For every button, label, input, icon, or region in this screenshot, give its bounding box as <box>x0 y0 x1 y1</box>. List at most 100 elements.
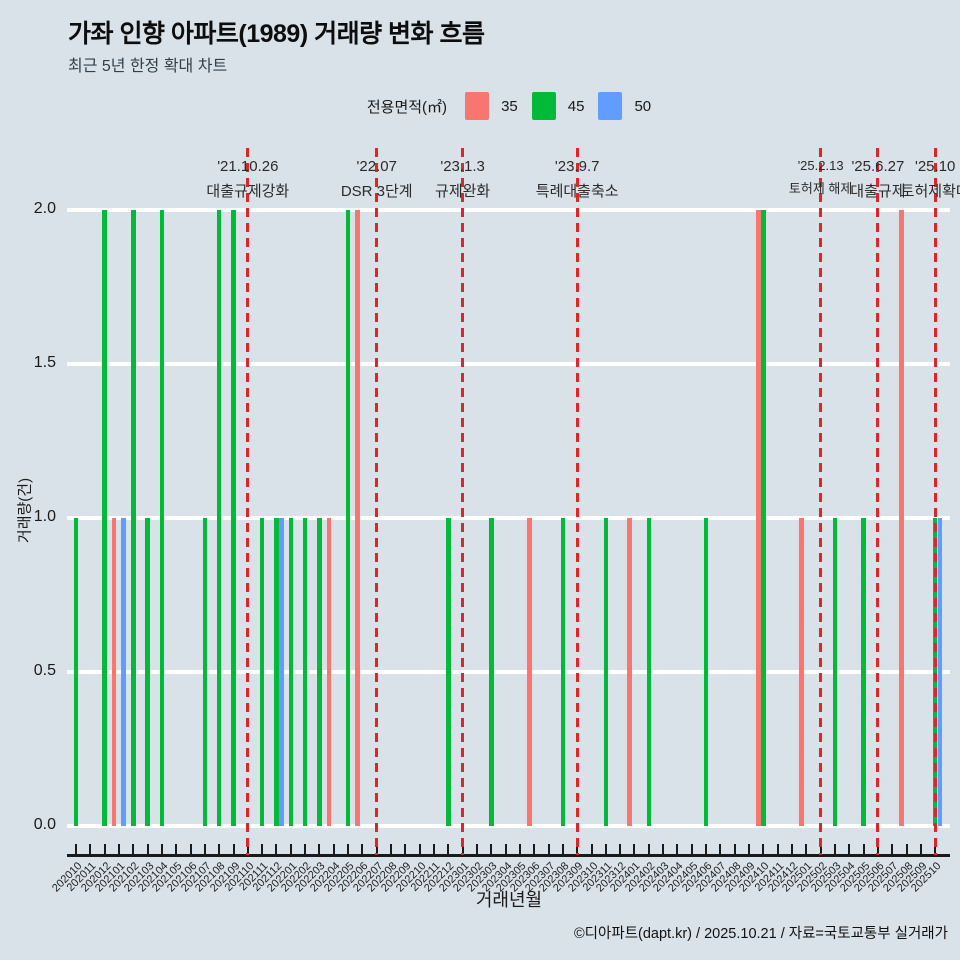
y-tick-label: 0.5 <box>33 662 56 679</box>
x-tick <box>304 844 307 854</box>
bar-202107-45sqm <box>202 518 208 826</box>
legend: 전용면적(㎡) 35 45 50 <box>68 88 950 124</box>
event-line-202301 <box>461 148 465 855</box>
bar-202401-35sqm <box>627 518 632 826</box>
chart-title: 가좌 인향 아파트(1989) 거래량 변화 흐름 <box>68 20 485 48</box>
bar-202111-45sqm <box>259 518 265 826</box>
x-tick <box>275 844 278 854</box>
bar-202103-45sqm <box>145 518 150 826</box>
x-tick <box>203 844 206 854</box>
x-tick <box>390 844 393 854</box>
event-date: '25.6.27 <box>851 158 905 175</box>
y-tick-label: 1.5 <box>33 354 56 371</box>
bar-202410-45sqm <box>761 210 766 826</box>
event-annotation-202110: '21.10.26 대출규제강화 <box>206 158 289 201</box>
x-tick <box>705 844 708 854</box>
bar-202104-45sqm <box>159 210 165 826</box>
legend-title: 전용면적(㎡) <box>366 98 448 116</box>
event-annotation-202301: '23.1.3 규제완화 <box>435 158 490 201</box>
x-tick <box>633 844 636 854</box>
chart-subtitle: 최근 5년 한정 확대 차트 <box>68 58 228 75</box>
x-tick <box>561 844 564 854</box>
bar-202202-45sqm <box>302 518 308 826</box>
bar-202410-35sqm <box>756 210 761 826</box>
y-tick-label: 0.0 <box>33 816 56 833</box>
gridline-y-2.0 <box>67 208 950 212</box>
bar-202501-35sqm <box>799 518 804 826</box>
bar-202112-45sqm <box>274 518 279 826</box>
x-tick <box>490 844 493 854</box>
x-tick <box>833 844 836 854</box>
x-tick <box>232 844 235 854</box>
legend-item-50: 50 <box>598 92 651 120</box>
event-label: 토허제확대 <box>900 183 960 200</box>
event-date: '23.9.7 <box>554 158 600 175</box>
bar-202203-45sqm <box>317 518 322 826</box>
event-date: '25.10 <box>914 158 956 175</box>
x-tick <box>647 844 650 854</box>
x-tick <box>433 844 435 854</box>
x-tick <box>89 844 92 854</box>
event-date: '21.10.26 <box>217 158 279 175</box>
event-line-202309 <box>575 148 579 855</box>
event-label: 규제완화 <box>435 183 491 200</box>
y-tick-label: 1.0 <box>33 508 56 525</box>
event-annotation-202506: '25.6.27 대출규제 <box>850 158 905 201</box>
x-tick <box>418 844 421 854</box>
x-tick <box>533 844 536 854</box>
x-tick <box>117 844 120 854</box>
bar-202204-35sqm <box>326 518 332 826</box>
legend-label-35: 35 <box>501 97 518 115</box>
bar-202201-45sqm <box>288 518 294 826</box>
bar-202109-45sqm <box>231 210 236 826</box>
event-annotation-202502: '25.2.13 토허제 해제 <box>789 158 852 197</box>
x-tick <box>791 844 793 854</box>
x-tick <box>719 844 722 854</box>
event-line-202506 <box>876 148 880 855</box>
x-tick <box>590 844 593 854</box>
x-tick <box>762 844 765 854</box>
x-tick <box>447 844 450 854</box>
bar-202303-45sqm <box>488 518 494 826</box>
legend-item-35: 35 <box>465 92 518 120</box>
event-label: DSR 3단계 <box>340 183 413 200</box>
legend-swatch-50 <box>598 92 623 120</box>
event-annotation-202207: '22.07 DSR 3단계 <box>341 158 413 201</box>
bar-202012-45sqm <box>102 210 107 826</box>
event-date: '23.1.3 <box>440 158 485 175</box>
x-tick <box>175 844 178 854</box>
x-tick <box>919 844 922 854</box>
x-tick <box>748 844 751 854</box>
x-tick <box>75 844 77 854</box>
x-axis-title: 거래년월 <box>475 890 543 910</box>
event-label: 특례대출축소 <box>535 183 619 200</box>
x-tick <box>504 844 507 854</box>
bar-202010-45sqm <box>73 518 79 826</box>
x-tick <box>318 844 321 854</box>
event-annotation-202510: '25.10 토허제확대 <box>901 158 960 201</box>
y-tick-label: 2.0 <box>33 200 56 217</box>
gridline-y-1.0 <box>67 516 950 520</box>
x-tick <box>189 844 192 854</box>
x-tick <box>905 844 908 854</box>
gridline-y-0.5 <box>67 670 950 674</box>
bar-202505-45sqm <box>861 518 866 826</box>
bar-202311-45sqm <box>603 518 609 826</box>
legend-label-50: 50 <box>634 97 652 115</box>
bar-202510-50sqm <box>937 518 943 826</box>
bar-202503-45sqm <box>832 518 838 826</box>
x-tick <box>733 844 736 854</box>
x-tick <box>547 844 550 854</box>
bar-202308-45sqm <box>560 518 566 826</box>
bar-202508-35sqm <box>899 210 905 826</box>
x-tick <box>146 844 149 854</box>
x-tick <box>289 844 292 854</box>
legend-swatch-45 <box>531 92 556 120</box>
legend-label-45: 45 <box>567 97 585 115</box>
event-line-202502 <box>819 148 823 855</box>
x-tick <box>619 844 622 854</box>
x-tick <box>862 844 865 854</box>
bar-202102-45sqm <box>130 210 136 826</box>
x-tick <box>662 844 665 854</box>
